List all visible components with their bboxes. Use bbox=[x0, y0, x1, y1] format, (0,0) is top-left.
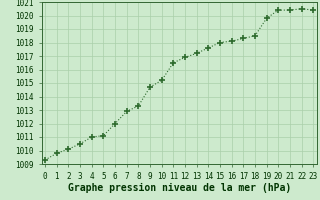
X-axis label: Graphe pression niveau de la mer (hPa): Graphe pression niveau de la mer (hPa) bbox=[68, 183, 291, 193]
